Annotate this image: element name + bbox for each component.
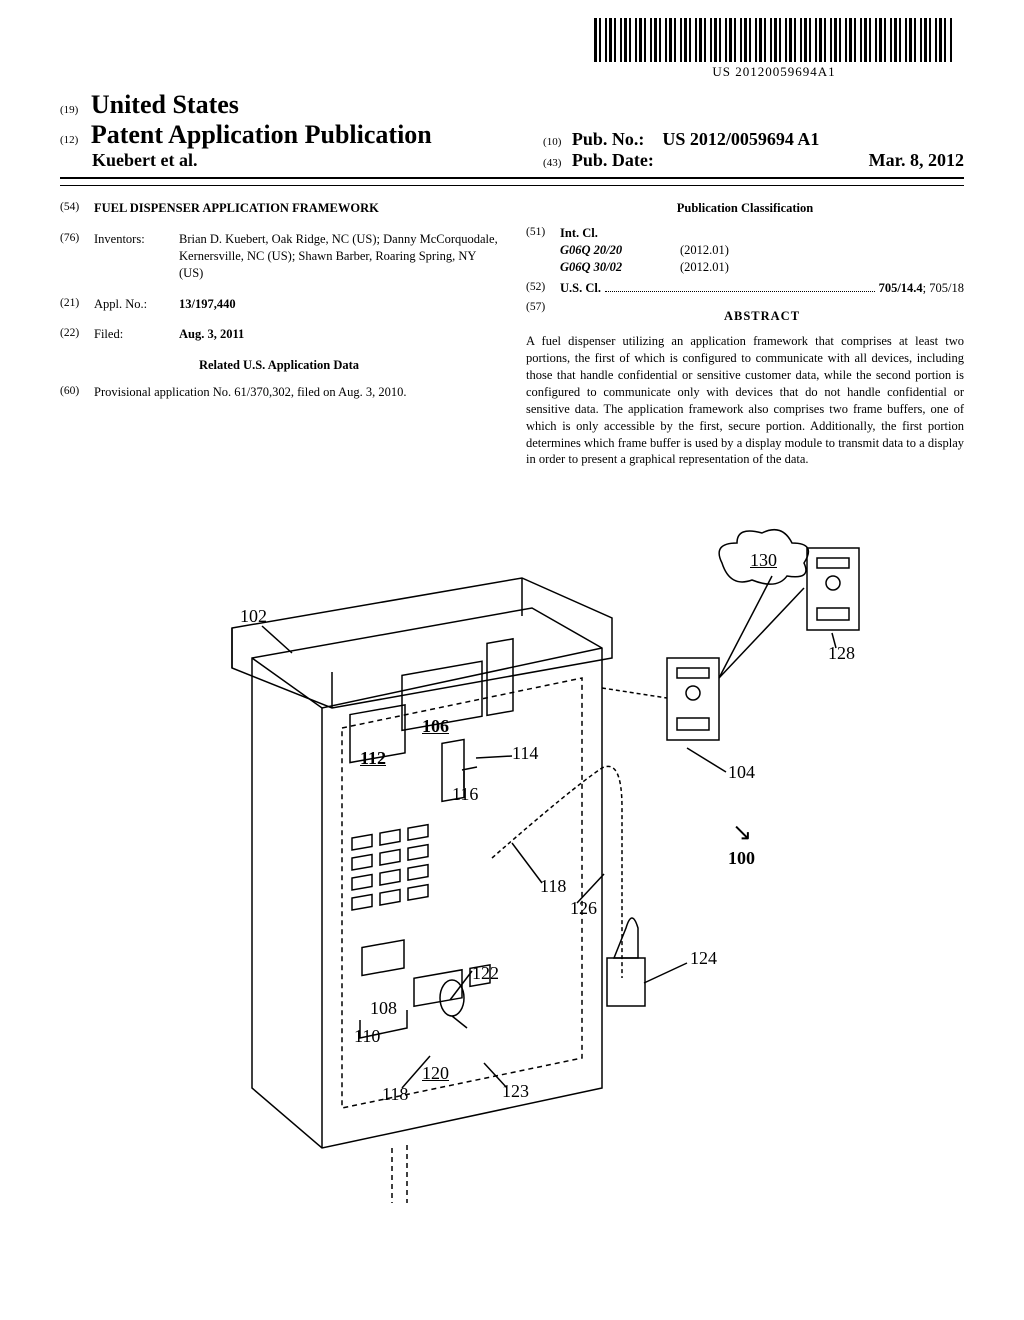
body-columns: (54) FUEL DISPENSER APPLICATION FRAMEWOR…	[60, 200, 964, 468]
left-column: (54) FUEL DISPENSER APPLICATION FRAMEWOR…	[60, 200, 498, 468]
fig-label-126: 126	[570, 898, 597, 919]
abstract-title: ABSTRACT	[560, 308, 964, 325]
header-left: (19) United States (12) Patent Applicati…	[60, 90, 523, 171]
field-51: (51) Int. Cl. G06Q 20/20 (2012.01) G06Q …	[526, 225, 964, 276]
field-57: (57) ABSTRACT	[526, 300, 964, 331]
field-76: (76) Inventors: Brian D. Kuebert, Oak Ri…	[60, 231, 498, 282]
prefix-10: (10)	[543, 136, 561, 148]
intcl-block: Int. Cl. G06Q 20/20 (2012.01) G06Q 30/02…	[560, 225, 964, 276]
field-22-num: (22)	[60, 326, 94, 343]
provisional-text: Provisional application No. 61/370,302, …	[94, 384, 498, 401]
pap-line: (12) Patent Application Publication	[60, 120, 523, 150]
field-21: (21) Appl. No.: 13/197,440	[60, 296, 498, 313]
prefix-12: (12)	[60, 134, 78, 146]
filed-date: Aug. 3, 2011	[179, 326, 498, 343]
field-54-num: (54)	[60, 200, 94, 217]
intcl-label: Int. Cl.	[560, 225, 964, 242]
invention-title: FUEL DISPENSER APPLICATION FRAMEWORK	[94, 200, 498, 217]
pub-no-line: (10) Pub. No.: US 2012/0059694 A1	[543, 129, 964, 150]
barcode-block: US 20120059694A1	[594, 18, 954, 80]
fig-label-100-arrow: ↘	[732, 818, 752, 847]
authors-line: Kuebert et al.	[60, 150, 523, 171]
fig-label-130: 130	[750, 550, 777, 571]
appl-no: 13/197,440	[179, 296, 498, 313]
abstract-text: A fuel dispenser utilizing an applicatio…	[526, 333, 964, 468]
fig-label-106: 106	[422, 716, 449, 737]
pubdate-value: Mar. 8, 2012	[869, 150, 964, 171]
document-header: (19) United States (12) Patent Applicati…	[60, 90, 964, 179]
uscl-val2: ; 705/18	[923, 280, 964, 297]
fig-label-123: 123	[502, 1081, 529, 1102]
fig-label-124: 124	[690, 948, 717, 969]
field-51-num: (51)	[526, 225, 560, 276]
fig-label-112: 112	[360, 748, 386, 769]
pub-date-line: (43) Pub. Date: Mar. 8, 2012	[543, 150, 964, 171]
fig-label-114: 114	[512, 743, 538, 764]
uscl-val: 705/14.4	[879, 280, 923, 297]
field-60: (60) Provisional application No. 61/370,…	[60, 384, 498, 401]
fig-label-128: 128	[828, 643, 855, 664]
barcode-graphic	[594, 18, 954, 62]
fig-label-118a: 118	[540, 876, 566, 897]
prefix-43: (43)	[543, 157, 561, 169]
barcode-number: US 20120059694A1	[594, 64, 954, 80]
field-60-num: (60)	[60, 384, 94, 401]
field-57-num: (57)	[526, 300, 560, 331]
inventors-text: Brian D. Kuebert, Oak Ridge, NC (US); Da…	[179, 231, 498, 282]
patent-figure: 102 104 106 108 110 112 114 116 118 118 …	[132, 508, 892, 1208]
pubno-value: US 2012/0059694 A1	[662, 129, 819, 149]
intcl-code-0: G06Q 20/20	[560, 242, 680, 259]
uscl-line: U.S. Cl. 705/14.4 ; 705/18	[560, 280, 964, 297]
intcl-row-0: G06Q 20/20 (2012.01)	[560, 242, 964, 259]
prefix-19: (19)	[60, 104, 78, 116]
header-rule	[60, 185, 964, 186]
field-76-label: Inventors:	[94, 231, 179, 282]
intcl-code-1: G06Q 30/02	[560, 259, 680, 276]
intcl-year-0: (2012.01)	[680, 242, 729, 259]
field-52-num: (52)	[526, 280, 560, 297]
uscl-label: U.S. Cl.	[560, 280, 601, 297]
fig-label-100: 100	[728, 848, 755, 869]
fig-label-104: 104	[728, 762, 755, 783]
field-21-num: (21)	[60, 296, 94, 313]
pubdate-label: Pub. Date:	[572, 150, 654, 170]
field-21-label: Appl. No.:	[94, 296, 179, 313]
field-22: (22) Filed: Aug. 3, 2011	[60, 326, 498, 343]
pap-text: Patent Application Publication	[91, 120, 432, 149]
country-line: (19) United States	[60, 90, 523, 120]
field-76-num: (76)	[60, 231, 94, 282]
fig-label-108: 108	[370, 998, 397, 1019]
related-head: Related U.S. Application Data	[60, 357, 498, 374]
pubclass-title: Publication Classification	[526, 200, 964, 217]
country-name: United States	[91, 90, 239, 119]
fig-label-120: 120	[422, 1063, 449, 1084]
intcl-year-1: (2012.01)	[680, 259, 729, 276]
fig-label-102: 102	[240, 606, 267, 627]
field-22-label: Filed:	[94, 326, 179, 343]
fig-label-116: 116	[452, 784, 478, 805]
fig-label-122: 122	[472, 963, 499, 984]
uscl-dots	[605, 291, 875, 292]
header-right: (10) Pub. No.: US 2012/0059694 A1 (43) P…	[523, 129, 964, 171]
fig-label-110: 110	[354, 1026, 380, 1047]
fig-label-118b: 118	[382, 1084, 408, 1105]
pubno-label: Pub. No.:	[572, 129, 645, 149]
field-54: (54) FUEL DISPENSER APPLICATION FRAMEWOR…	[60, 200, 498, 217]
right-column: Publication Classification (51) Int. Cl.…	[526, 200, 964, 468]
field-52: (52) U.S. Cl. 705/14.4 ; 705/18	[526, 280, 964, 297]
intcl-row-1: G06Q 30/02 (2012.01)	[560, 259, 964, 276]
